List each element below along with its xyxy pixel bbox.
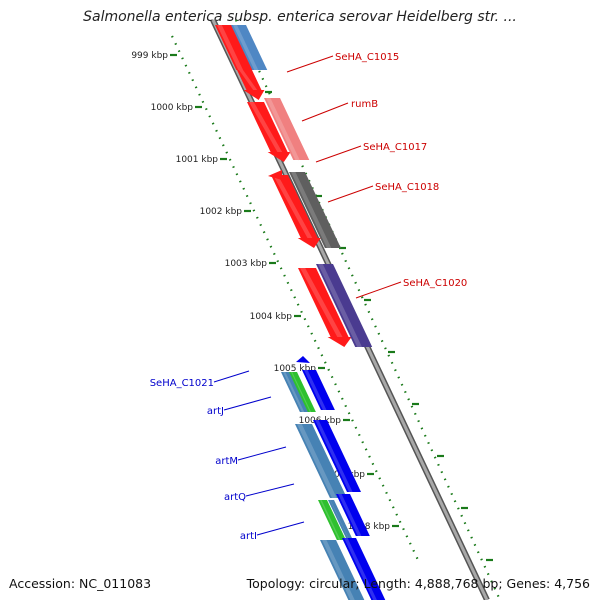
gene-feature[interactable] <box>247 102 291 162</box>
gene-shade <box>291 172 332 248</box>
map-title: Salmonella enterica subsp. enterica sero… <box>83 9 517 25</box>
gene-feature[interactable] <box>289 372 316 412</box>
gene-label-connector <box>256 521 305 536</box>
gene-label-connector <box>301 102 349 122</box>
gene-feature[interactable] <box>295 424 347 498</box>
gene-shade <box>304 370 327 410</box>
gene-shade <box>300 268 343 337</box>
gene-shade <box>239 70 258 90</box>
gene-label[interactable]: SeHA_C1015 <box>335 52 399 63</box>
gene-shade <box>273 175 313 238</box>
gene-label-connector <box>286 55 334 73</box>
gene-label[interactable]: artI <box>240 531 257 542</box>
kbp-label: 1008 kbp <box>348 522 391 532</box>
gene-label[interactable]: rumB <box>351 99 378 110</box>
gene-feature[interactable] <box>313 420 362 492</box>
gene-feature[interactable] <box>342 538 386 600</box>
gene-shade <box>322 540 355 600</box>
gene-feature[interactable] <box>316 264 373 347</box>
gene-shade <box>330 500 350 540</box>
gene-label[interactable]: artJ <box>207 406 224 417</box>
kbp-label: 1003 kbp <box>225 259 268 269</box>
accession-text: Accession: NC_011083 <box>9 576 152 591</box>
gene-shade <box>283 372 305 412</box>
gene-shade <box>318 264 363 347</box>
kbp-label: 999 kbp <box>131 51 168 61</box>
kbp-label: 1004 kbp <box>250 312 293 322</box>
kbp-label: 1001 kbp <box>176 155 219 165</box>
gene-feature[interactable] <box>296 356 310 363</box>
gene-feature[interactable] <box>289 172 341 248</box>
gene-label-connector <box>213 370 250 383</box>
gene-label[interactable]: SeHA_C1017 <box>363 142 427 153</box>
gene-feature[interactable] <box>215 25 254 70</box>
gene-feature[interactable] <box>264 98 310 160</box>
gene-shade <box>291 372 312 412</box>
gene-shade <box>233 25 259 70</box>
gene-feature[interactable] <box>302 370 335 410</box>
gene-feature[interactable] <box>318 500 346 540</box>
gene-feature[interactable] <box>271 175 321 248</box>
gene-feature[interactable] <box>268 170 282 180</box>
gene-shade <box>344 538 377 600</box>
gene-label[interactable]: SeHA_C1021 <box>150 378 214 389</box>
gene-label[interactable]: artQ <box>224 492 246 503</box>
gene-feature[interactable] <box>231 25 268 70</box>
ruler-line <box>171 35 419 561</box>
gene-feature[interactable] <box>328 500 353 540</box>
gene-feature[interactable] <box>336 494 370 536</box>
gene-label-connector <box>223 396 272 411</box>
genome-stats-text: Topology: circular; Length: 4,888,768 bp… <box>246 576 590 591</box>
gene-shade <box>320 500 341 540</box>
kbp-label: 1005 kbp <box>274 364 317 374</box>
gene-shade <box>217 25 244 70</box>
gene-shade <box>266 98 300 160</box>
gene-feature[interactable] <box>298 268 352 347</box>
kbp-label: 1002 kbp <box>200 207 243 217</box>
gene-label-connector <box>237 446 287 461</box>
gene-label-connector <box>245 483 295 497</box>
gene-label[interactable]: SeHA_C1018 <box>375 182 439 193</box>
gene-shade <box>249 102 283 152</box>
gene-shade <box>338 494 362 536</box>
gene-feature[interactable] <box>320 540 365 600</box>
gene-shade <box>315 420 353 492</box>
gene-label[interactable]: artM <box>215 456 238 467</box>
gene-shade <box>297 424 337 498</box>
gene-feature[interactable] <box>237 70 265 100</box>
gene-label-connector <box>315 145 362 163</box>
kbp-label: 1000 kbp <box>151 103 194 113</box>
gene-label-connector <box>327 185 374 203</box>
gene-label-connector <box>355 281 402 299</box>
gene-label[interactable]: SeHA_C1020 <box>403 278 467 289</box>
